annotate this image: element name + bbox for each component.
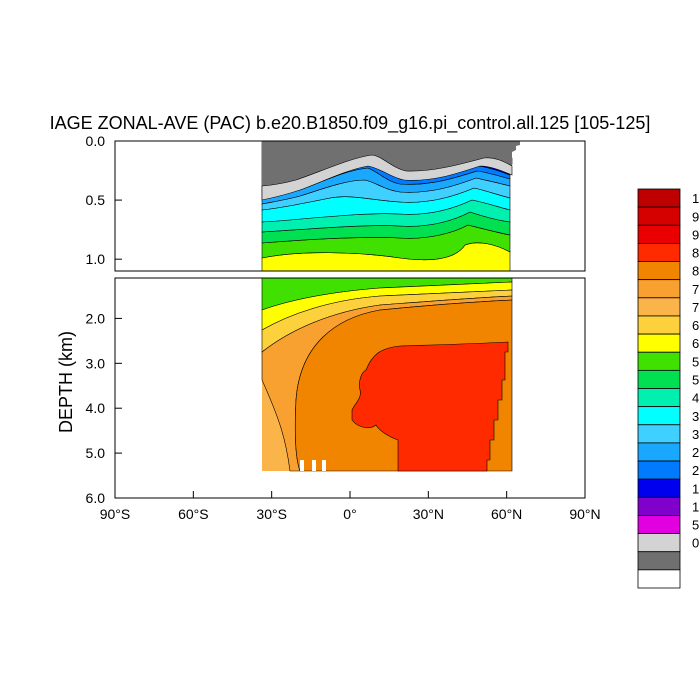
colorbar-swatch [637,279,681,299]
contour-band-lightgray-top [261,154,513,201]
lower-y-tick-label: 6.0 [86,490,106,506]
colorbar-label: 9 [692,227,699,242]
colorbar-label: 1 [692,499,699,514]
colorbar-label: 8 [692,264,699,279]
colorbar-label: 7 [692,300,699,315]
x-tick-label: 0° [343,506,356,522]
colorbar-swatch [637,206,681,226]
x-tick-label: 90°N [569,506,600,522]
colorbar-label: 6 [692,336,699,351]
lower-depth-panel: 2.03.04.05.06.0 90°S 60°S 30°S 0° 30°N 60°N 90… [86,277,601,522]
lower-contour-fill [261,278,513,472]
upper-y-ticks: 0.0 0.5 1.0 [86,133,122,267]
x-tick-label: 30°N [413,506,444,522]
colorbar-swatch [637,224,681,244]
colorbar-label: 3 [692,427,699,442]
colorbar-swatch [637,496,681,516]
chart-title: IAGE ZONAL-AVE (PAC) b.e20.B1850.f09_g16… [50,113,651,134]
colorbar-swatch [637,406,681,426]
lower-y-tick-label: 2.0 [86,310,106,326]
data-gap-marker [322,460,326,471]
colorbar-swatch [637,533,681,553]
colorbar-label: 9 [692,209,699,224]
colorbar-swatch [637,442,681,462]
upper-contour-fill [261,141,520,271]
colorbar-label: 5 [692,518,699,533]
colorbar-swatch [637,315,681,335]
colorbar-label: 4 [692,391,699,406]
colorbar-swatch [637,388,681,408]
upper-y-tick-label: 1.0 [86,251,106,267]
colorbar-label: 7 [692,282,699,297]
lower-y-tick-label: 5.0 [86,445,106,461]
colorbar-swatch [637,569,681,589]
colorbar-swatch [637,460,681,480]
upper-y-tick-label: 0.0 [86,133,106,149]
colorbar-label: 1 [692,481,699,496]
lower-y-ticks: 2.0 3.0 4.0 5.0 6.0 [86,310,122,506]
upper-depth-panel: 0.0 0.5 1.0 [86,133,586,272]
colorbar-legend: 1 9 9 8 8 7 7 6 6 5 5 4 3 3 2 2 1 1 5 0 [637,188,699,589]
colorbar-label: 8 [692,246,699,261]
data-gap-marker [300,460,304,471]
colorbar-swatch [637,297,681,317]
colorbar-swatch [637,515,681,534]
colorbar-label: 2 [692,463,699,478]
colorbar-label: 5 [692,373,699,388]
lower-y-tick-label: 4.0 [86,400,106,416]
colorbar-swatch [637,478,681,498]
x-tick-label: 60°S [178,506,209,522]
colorbar-swatch [637,369,681,389]
colorbar-label: 0 [692,536,699,551]
colorbar-swatch [637,551,681,571]
x-axis-ticks: 90°S 60°S 30°S 0° 30°N 60°N 90°N [100,491,601,522]
colorbar-label: 3 [692,409,699,424]
colorbar-swatch [637,424,681,444]
data-gap-marker [312,460,316,471]
upper-panel-frame [114,140,586,272]
upper-y-tick-label: 0.5 [86,192,106,208]
colorbar-label: 1 [692,191,699,206]
y-axis-label: DEPTH (km) [56,331,76,433]
lower-y-tick-label: 3.0 [86,355,106,371]
colorbar-swatch [637,351,681,371]
x-tick-label: 30°S [256,506,287,522]
colorbar-swatch [637,261,681,281]
contour-band-red [351,341,509,472]
colorbar-swatch [637,333,681,353]
x-tick-label: 90°S [100,506,131,522]
colorbar-label: 6 [692,318,699,333]
x-tick-label: 60°N [491,506,522,522]
contour-band-darkgray [262,141,520,186]
colorbar-label: 2 [692,445,699,460]
colorbar-label: 5 [692,354,699,369]
colorbar-swatch [637,188,681,208]
colorbar-swatch [637,243,681,262]
